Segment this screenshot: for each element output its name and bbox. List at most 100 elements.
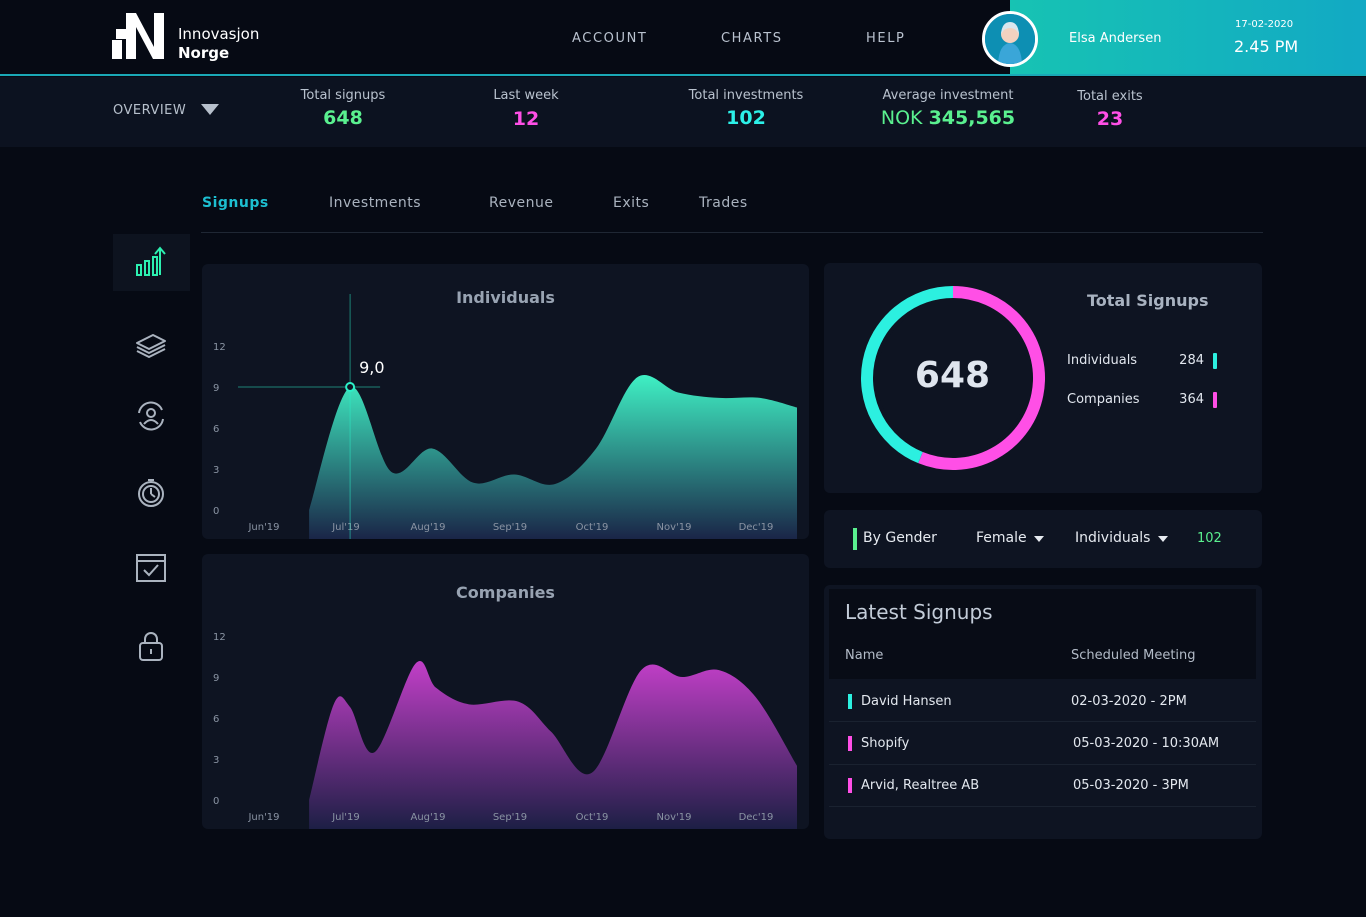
signups-donut-chart [861,286,1045,470]
y-tick-label: 6 [213,714,219,725]
individuals-chart-title: Individuals [456,288,555,307]
tab-exits[interactable]: Exits [613,195,650,211]
tab-investments[interactable]: Investments [329,195,422,211]
table-row-name[interactable]: Shopify [861,736,910,751]
x-tick-label: Nov'19 [657,522,692,533]
y-tick-label: 9 [213,383,219,394]
logo-icon[interactable] [112,13,164,59]
current-time: 2.45 PM [1234,37,1299,56]
stat-avg-currency: NOK [880,107,923,129]
y-tick-label: 0 [213,796,219,807]
x-tick-label: Dec'19 [739,522,774,533]
x-tick-label: Aug'19 [411,522,446,533]
chevron-down-icon[interactable] [201,104,219,115]
stat-signups-value: 648 [323,107,363,129]
legend-companies-swatch [1213,392,1217,408]
filter-accent [853,528,857,550]
x-tick-label: Nov'19 [657,812,692,823]
y-tick-label: 3 [213,755,219,766]
individuals-chart-card: Individuals 0 3 6 9 12 Jun'19 Jul'19 Aug'19 Sep'… [202,264,809,539]
gender-chevron-down-icon[interactable] [1034,536,1044,542]
nav-help[interactable]: HELP [866,31,906,46]
tab-revenue[interactable]: Revenue [489,195,554,211]
stat-investments-label: Total investments [688,88,804,103]
donut-slice-individuals[interactable] [861,286,954,464]
nav-account[interactable]: ACCOUNT [572,31,648,46]
table-row-name[interactable]: David Hansen [861,694,952,709]
x-tick-label: Jun'19 [247,812,279,823]
filter-count: 102 [1197,531,1222,546]
latest-signups-header [829,589,1256,679]
tab-trades[interactable]: Trades [699,195,748,211]
y-tick-label: 9 [213,673,219,684]
row-divider [829,764,1256,765]
tab-signups[interactable]: Signups [202,195,269,211]
stats-bar [0,77,1366,147]
highlight-point[interactable] [345,382,356,392]
stat-avg-label: Average investment [882,88,1014,103]
companies-chart-card: Companies 0 3 6 9 12 Jun'19 Jul'19 Aug'19 Sep'19… [202,554,809,829]
stat-last-week-label: Last week [493,88,559,103]
user-panel [1010,0,1366,76]
stat-last-week-value: 12 [512,108,540,130]
legend-individuals-value: 284 [1179,353,1204,368]
y-tick-label: 12 [213,632,226,643]
y-tick-label: 0 [213,506,219,517]
timer-icon[interactable] [134,476,168,510]
x-tick-label: Oct'19 [576,522,609,533]
header-divider [0,74,1366,76]
avatar-photo [985,14,1035,64]
x-tick-label: Sep'19 [493,812,527,823]
brand-name: Innovasjon Norge [178,25,259,63]
lock-icon[interactable] [134,629,168,663]
stat-exits-label: Total exits [1077,89,1143,104]
individuals-area-chart: 0 3 6 9 12 Jun'19 Jul'19 Aug'19 Sep'19 Oct'19 Nov'… [213,294,797,539]
calendar-check-icon[interactable] [134,551,168,585]
tabs-divider [201,232,1263,233]
latest-signups-title: Latest Signups [845,600,993,624]
legend-companies-value: 364 [1179,392,1204,407]
total-signups-title: Total Signups [1087,291,1209,310]
table-row-meeting: 05-03-2020 - 10:30AM [1073,736,1220,751]
series-area [309,375,797,539]
x-tick-label: Oct'19 [576,812,609,823]
nav-charts[interactable]: CHARTS [721,31,783,46]
donut-total: 648 [914,355,991,396]
y-tick-label: 12 [213,342,226,353]
highlight-label: 9,0 [359,358,384,377]
table-row-meeting: 05-03-2020 - 3PM [1073,778,1189,793]
stat-avg-value: 345,565 [928,107,1016,129]
chart-growth-icon[interactable] [134,245,168,279]
gender-select[interactable]: Female [976,530,1027,546]
donut-hole [877,302,1029,454]
sidebar-active-bg [113,234,190,291]
legend-individuals-label: Individuals [1067,353,1138,368]
column-header-meeting: Scheduled Meeting [1071,648,1196,663]
type-select[interactable]: Individuals [1075,530,1151,546]
stat-exits-value: 23 [1096,108,1124,130]
money-stack-icon[interactable] [134,327,168,361]
x-tick-label: Dec'19 [739,812,774,823]
stat-investments-value: 102 [726,107,766,129]
brand-line-1: Innovasjon [178,25,260,43]
brand-line-2: Norge [178,44,230,62]
legend-companies-label: Companies [1067,392,1140,407]
companies-area-chart: 0 3 6 9 12 Jun'19 Jul'19 Aug'19 Sep'19 Oct'19 Nov'… [213,632,797,829]
avatar[interactable] [982,11,1038,67]
type-chevron-down-icon[interactable] [1158,536,1168,542]
table-row-meeting: 02-03-2020 - 2PM [1071,694,1187,709]
stat-signups-label: Total signups [300,88,386,103]
x-tick-label: Jul'19 [331,812,360,823]
row-marker [848,694,852,709]
series-area [309,660,797,829]
x-tick-label: Sep'19 [493,522,527,533]
user-cycle-icon[interactable] [134,399,168,433]
stat-avg-value-group: NOK 345,565 [868,107,1028,129]
x-tick-label: Jun'19 [247,522,279,533]
donut-slice-companies[interactable] [918,286,1045,470]
overview-dropdown[interactable]: OVERVIEW [113,103,187,118]
row-marker [848,736,852,751]
table-row-name[interactable]: Arvid, Realtree AB [861,778,980,793]
column-header-name: Name [845,648,884,663]
row-marker [848,778,852,793]
